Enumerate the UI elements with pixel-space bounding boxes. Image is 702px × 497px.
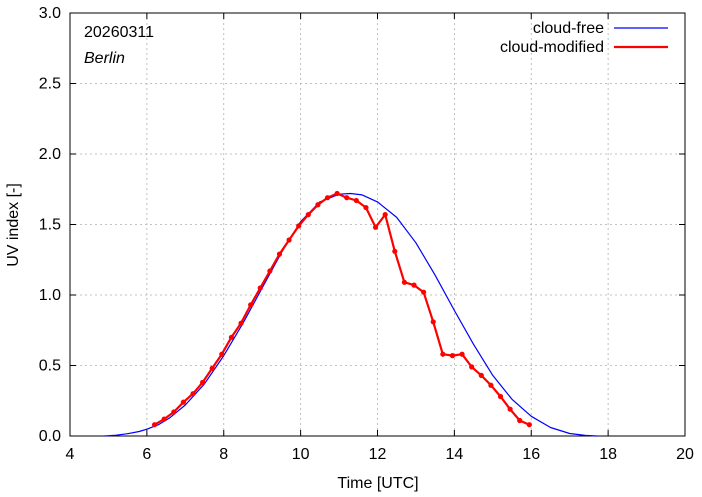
data-point-cloud-modified: [334, 190, 340, 197]
data-point-cloud-modified: [344, 195, 350, 201]
data-point-cloud-modified: [488, 382, 494, 388]
data-point-cloud-modified: [305, 212, 311, 218]
data-point-cloud-modified: [421, 289, 427, 295]
y-tick-label: 2.0: [39, 146, 61, 163]
axis-ticks: 4 6 8 10 12 14 16 18 20 0.0 0.5 1.0 1.5 2.0 2.5 3.0: [39, 5, 694, 463]
data-point-cloud-modified: [257, 285, 263, 291]
data-point-cloud-modified: [382, 212, 388, 218]
data-point-cloud-modified: [267, 268, 273, 274]
data-point-cloud-modified: [228, 334, 235, 340]
y-axis-label: UV index [-]: [5, 183, 22, 267]
data-point-cloud-modified: [449, 353, 456, 359]
data-point-cloud-modified: [372, 224, 379, 230]
data-point-cloud-modified: [200, 379, 206, 386]
data-point-cloud-modified: [238, 320, 244, 326]
legend: cloud-free cloud-modified: [500, 20, 668, 56]
data-point-cloud-modified: [209, 365, 215, 371]
y-tick-label: 2.5: [39, 76, 61, 93]
data-point-cloud-modified: [507, 406, 513, 412]
series-line-cloud-free: [104, 192, 597, 437]
x-tick-label: 20: [676, 446, 694, 463]
y-tick-label: 3.0: [39, 5, 61, 22]
x-tick-label: 8: [219, 446, 228, 463]
data-point-cloud-modified: [469, 364, 475, 370]
x-axis-label: Time [UTC]: [337, 475, 418, 492]
data-point-cloud-modified: [401, 279, 408, 285]
data-point-cloud-modified: [392, 248, 398, 254]
x-tick-label: 6: [142, 446, 151, 463]
y-tick-label: 1.0: [39, 287, 61, 304]
data-point-cloud-modified: [459, 351, 465, 357]
x-tick-label: 18: [599, 446, 617, 463]
data-point-cloud-modified: [526, 422, 532, 428]
data-point-cloud-modified: [478, 372, 484, 378]
x-tick-label: 10: [292, 446, 310, 463]
x-tick-label: 4: [66, 446, 75, 463]
y-tick-label: 1.5: [39, 217, 61, 234]
series-line-cloud-modified: [154, 192, 530, 426]
data-point-cloud-modified: [497, 393, 504, 400]
data-point-cloud-modified: [315, 202, 321, 208]
date-label: 20260311: [84, 24, 154, 41]
data-point-cloud-modified: [517, 417, 523, 424]
y-tick-label: 0.0: [39, 428, 61, 445]
data-point-cloud-modified: [286, 237, 292, 243]
data-point-cloud-modified: [219, 351, 225, 357]
data-point-cloud-modified: [411, 282, 417, 288]
data-point-cloud-modified: [440, 351, 446, 357]
data-point-cloud-modified: [161, 416, 167, 422]
x-tick-label: 14: [445, 446, 463, 463]
location-label: Berlin: [84, 50, 125, 67]
data-point-cloud-modified: [190, 391, 196, 397]
data-point-cloud-modified: [296, 223, 302, 229]
data-point-cloud-modified: [151, 422, 158, 428]
x-tick-label: 16: [522, 446, 540, 463]
data-point-cloud-modified: [324, 195, 331, 201]
data-point-cloud-modified: [276, 251, 283, 257]
legend-label-cloud-modified: cloud-modified: [500, 39, 604, 56]
data-point-cloud-modified: [248, 302, 254, 308]
data-point-cloud-modified: [363, 204, 369, 211]
data-point-cloud-modified: [353, 197, 359, 204]
data-point-cloud-modified: [430, 319, 436, 325]
y-tick-label: 0.5: [39, 358, 61, 375]
series-layer: [104, 190, 597, 437]
x-tick-label: 12: [369, 446, 387, 463]
legend-label-cloud-free: cloud-free: [533, 20, 604, 37]
data-point-cloud-modified: [180, 399, 186, 405]
data-point-cloud-modified: [171, 409, 177, 415]
